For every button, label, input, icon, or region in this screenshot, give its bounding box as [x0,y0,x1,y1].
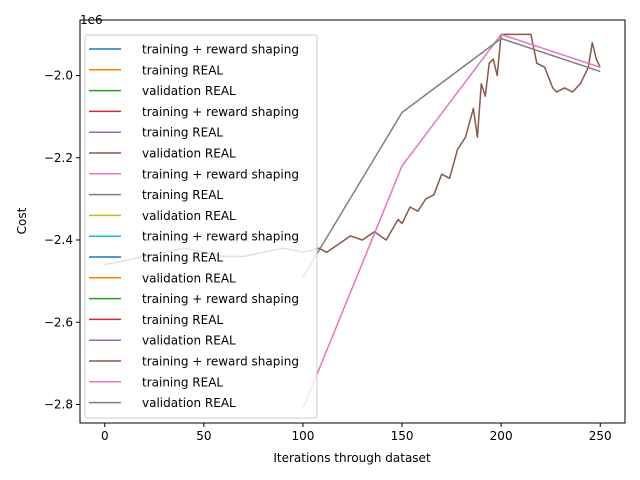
legend-label: training REAL [142,126,223,140]
y-tick-label: −2.2 [44,151,73,165]
legend-label: validation REAL [142,334,236,348]
legend-label: training + reward shaping [142,105,299,119]
legend-label: training REAL [142,251,223,265]
y-tick-label: −2.6 [44,315,73,329]
legend-label: validation REAL [142,396,236,410]
legend-label: training + reward shaping [142,292,299,306]
legend-box [84,34,318,419]
legend-label: validation REAL [142,84,236,98]
legend-entries: training + reward shaping training REAL va… [89,43,299,410]
legend-label: training + reward shaping [142,230,299,244]
x-tick-label: 50 [196,429,211,443]
legend: training + reward shaping training REAL va… [84,34,318,419]
legend-label: training REAL [142,375,223,389]
y-axis: −2.8 −2.6 −2.4 −2.2 −2.0 [44,69,80,411]
x-tick-label: 250 [589,429,612,443]
legend-label: training + reward shaping [142,43,299,57]
y-offset-label: 1e6 [80,13,103,27]
x-axis: 0 50 100 150 200 250 [101,423,612,443]
x-tick-label: 100 [292,429,315,443]
legend-label: validation REAL [142,209,236,223]
x-tick-label: 200 [490,429,513,443]
legend-label: training + reward shaping [142,167,299,181]
x-axis-label: Iterations through dataset [273,451,431,465]
legend-label: validation REAL [142,147,236,161]
legend-label: validation REAL [142,271,236,285]
series-line-16 [302,33,601,409]
plot-frame [79,19,626,424]
series-line-17 [302,37,601,278]
x-tick-label: 150 [391,429,414,443]
y-tick-label: −2.4 [44,233,73,247]
legend-label: training REAL [142,313,223,327]
legend-label: training REAL [142,63,223,77]
y-tick-label: −2.8 [44,397,73,411]
y-axis-label: Cost [15,207,29,234]
legend-label: training REAL [142,188,223,202]
x-tick-label: 0 [101,429,109,443]
legend-label: training + reward shaping [142,355,299,369]
y-tick-label: −2.0 [44,69,73,83]
